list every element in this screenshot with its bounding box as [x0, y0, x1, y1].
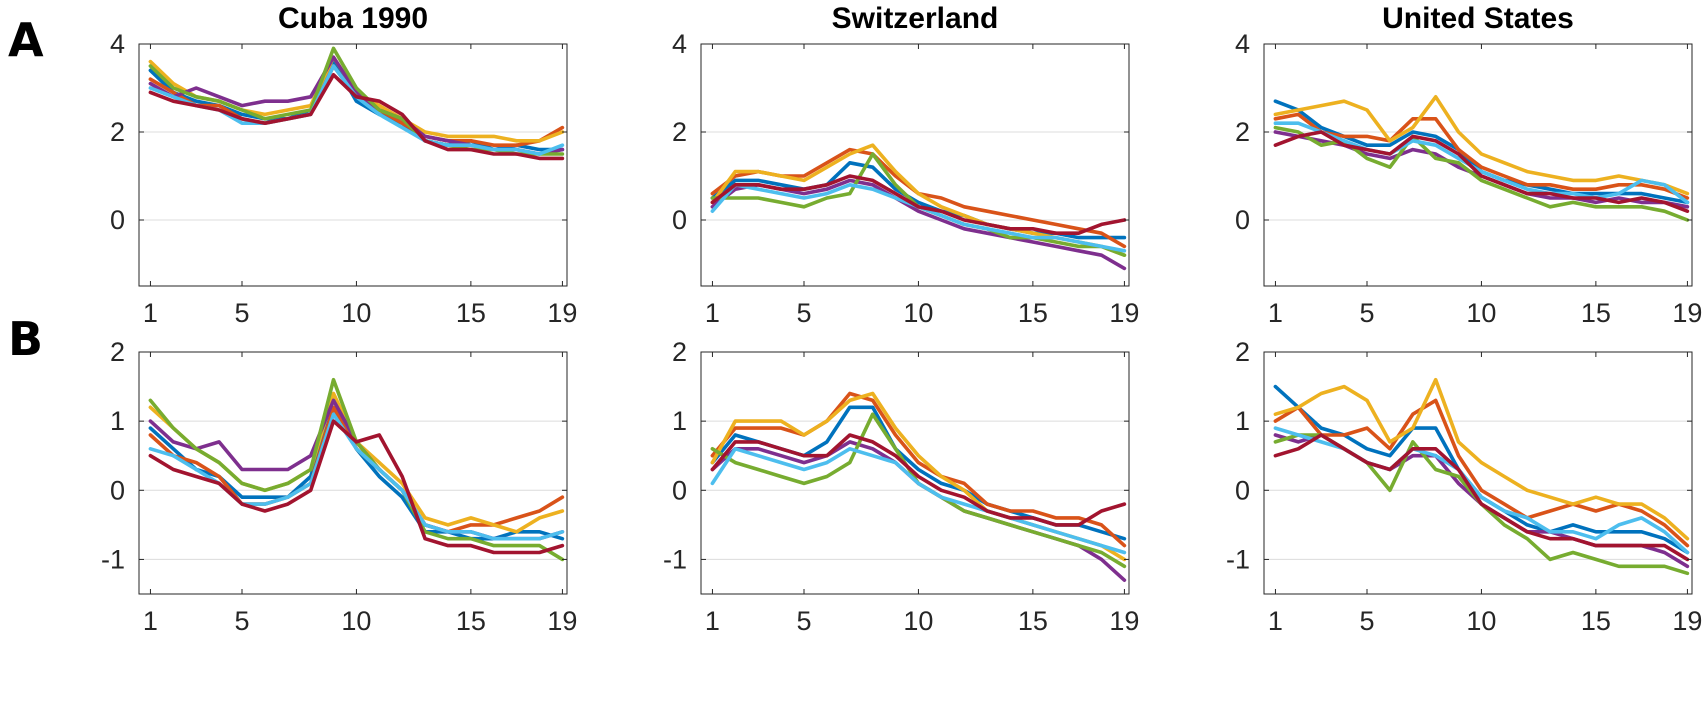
panel-b-3-ytick-label-3: 2	[1235, 337, 1250, 367]
panel-a-1-series-line-7	[148, 73, 565, 161]
panel-a-3-series-line-3	[1273, 95, 1690, 196]
panel-b-1-ytick-label-1: 0	[110, 475, 125, 505]
panel-b-2-ytick-label-0: -1	[663, 544, 687, 574]
panel-b-3-xtick-label-0: 1	[1268, 606, 1283, 636]
panel-b-1-xtick-label-4: 19	[547, 606, 577, 636]
panel-a-1-ytick-label-0: 0	[110, 205, 125, 235]
panel-b-3-xtick-label-2: 10	[1466, 606, 1496, 636]
panel-b-1-series-line-6	[148, 412, 565, 541]
panel-b-3-axes-frame	[1263, 351, 1693, 595]
panel-b-1-series-line-3	[148, 391, 565, 534]
panel-b-1-ytick-label-0: -1	[101, 544, 125, 574]
panel-a-1-axes-frame	[138, 43, 568, 287]
panel-b-3-series-line-1	[1273, 384, 1690, 555]
panel-b-3-ytick-label-2: 1	[1235, 406, 1250, 436]
panel-a-3-axes-frame	[1263, 43, 1693, 287]
panel-a-2-xtick-label-2: 10	[903, 298, 933, 328]
panel-a-3-ytick-label-1: 2	[1235, 117, 1250, 147]
panel-a-1-series-line-2	[148, 64, 565, 147]
panel-a-3-ytick-label-0: 0	[1235, 205, 1250, 235]
panel-b-3-xtick-label-4: 19	[1672, 606, 1702, 636]
panel-a-2-axes-frame	[700, 43, 1130, 287]
panel-a-1-xtick-label-3: 15	[456, 298, 486, 328]
panel-a-2-title: Switzerland	[832, 2, 999, 35]
panel-a-3-title: United States	[1382, 2, 1574, 35]
panel-a-3-xtick-label-0: 1	[1268, 298, 1283, 328]
row-label-a: A	[8, 13, 44, 67]
panel-a-3-series-line-7	[1273, 130, 1690, 213]
panel-a-1-xtick-label-1: 5	[234, 298, 249, 328]
panel-a-1-xtick-label-2: 10	[341, 298, 371, 328]
panel-a-2-ytick-label-0: 0	[672, 205, 687, 235]
panel-a-2-ytick-label-1: 2	[672, 117, 687, 147]
panel-b-1-ytick-label-2: 1	[110, 406, 125, 436]
panel-b-2-ytick-label-2: 1	[672, 406, 687, 436]
panel-b-2-series-line-2	[710, 391, 1127, 548]
panel-b-2-xtick-label-2: 10	[903, 606, 933, 636]
panel-a-2-xtick-label-0: 1	[705, 298, 720, 328]
panel-b-3-ytick-label-0: -1	[1226, 544, 1250, 574]
panel-b-3-xtick-label-1: 5	[1359, 606, 1374, 636]
panel-a-1-ytick-label-1: 2	[110, 117, 125, 147]
panel-b-1-ytick-label-3: 2	[110, 337, 125, 367]
panel-a-2-series-line-7	[710, 174, 1127, 235]
panel-b-2-xtick-label-0: 1	[705, 606, 720, 636]
panel-a-1-title: Cuba 1990	[278, 2, 428, 35]
panel-b-3-xtick-label-3: 15	[1581, 606, 1611, 636]
panel-b-2-series-line-7	[710, 433, 1127, 527]
panel-a-2-xtick-label-4: 19	[1109, 298, 1139, 328]
panel-a-2-xtick-label-1: 5	[796, 298, 811, 328]
panel-a-3-xtick-label-1: 5	[1359, 298, 1374, 328]
panel-a-3-ytick-label-2: 4	[1235, 29, 1250, 59]
panel-b-1-xtick-label-2: 10	[341, 606, 371, 636]
panel-a-3-xtick-label-2: 10	[1466, 298, 1496, 328]
panel-a-1-xtick-label-0: 1	[143, 298, 158, 328]
panel-b-1-axes-frame	[138, 351, 568, 595]
panel-b-1-series-line-5	[148, 377, 565, 562]
panel-b-1-xtick-label-1: 5	[234, 606, 249, 636]
panel-a-2-ytick-label-2: 4	[672, 29, 687, 59]
panel-a-1-ytick-label-2: 4	[110, 29, 125, 59]
panel-b-1-series-line-2	[148, 405, 565, 534]
panel-b-2-ytick-label-3: 2	[672, 337, 687, 367]
panel-b-3-series-line-7	[1273, 433, 1690, 562]
panel-b-2-axes-frame	[700, 351, 1130, 595]
panel-b-2-series-line-6	[710, 446, 1127, 555]
panel-a-3-series-line-6	[1273, 121, 1690, 205]
panel-b-2-xtick-label-1: 5	[796, 606, 811, 636]
panel-b-2-ytick-label-1: 0	[672, 475, 687, 505]
panel-a-1-xtick-label-4: 19	[547, 298, 577, 328]
panel-b-1-xtick-label-3: 15	[456, 606, 486, 636]
panel-a-2-xtick-label-3: 15	[1018, 298, 1048, 328]
panel-a-3-xtick-label-3: 15	[1581, 298, 1611, 328]
panel-a-3-xtick-label-4: 19	[1672, 298, 1702, 328]
panel-b-2-xtick-label-3: 15	[1018, 606, 1048, 636]
panel-b-3-series-line-3	[1273, 377, 1690, 541]
panel-b-3-ytick-label-1: 0	[1235, 475, 1250, 505]
panel-a-3-series-line-2	[1273, 112, 1690, 200]
panel-b-1-series-line-7	[148, 419, 565, 555]
row-label-b: B	[8, 312, 43, 366]
panel-b-1-xtick-label-0: 1	[143, 606, 158, 636]
panel-b-2-xtick-label-4: 19	[1109, 606, 1139, 636]
